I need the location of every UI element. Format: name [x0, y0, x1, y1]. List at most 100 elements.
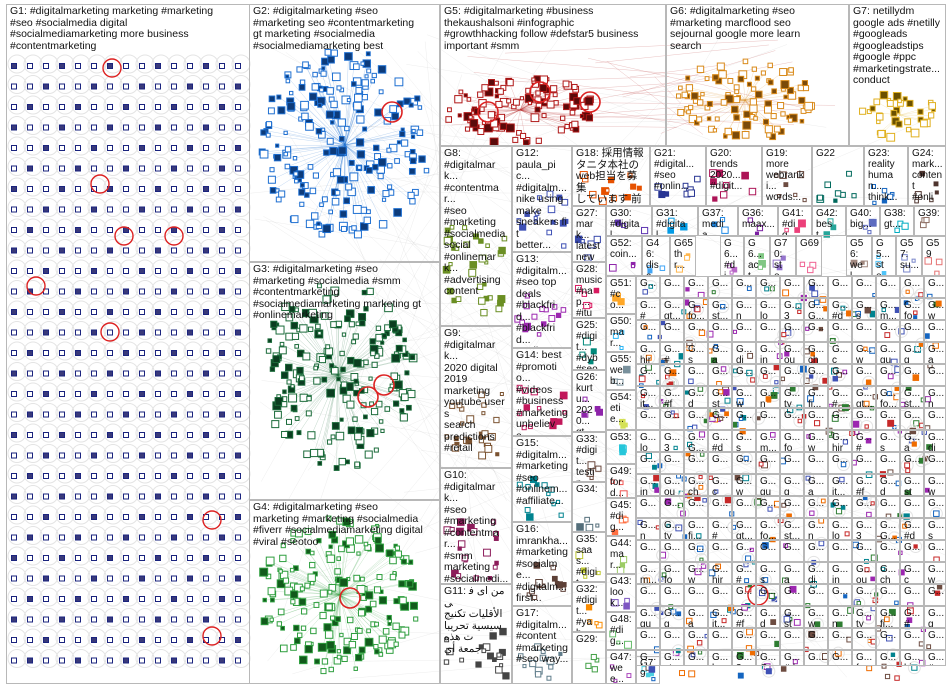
small-group-pane: G... [876, 276, 900, 298]
group-label-g61: G6... #di... [724, 238, 738, 275]
self-loop [135, 95, 155, 115]
small-group-pane: G... [924, 276, 946, 298]
node [11, 268, 17, 274]
group-pane-g54: G54: etie... [606, 390, 636, 430]
small-group-label: G... [760, 586, 777, 597]
small-group-label: G... #di... [712, 432, 729, 452]
edge [349, 43, 702, 329]
small-group-label: G... [664, 410, 681, 421]
self-loop [55, 75, 75, 94]
node [155, 63, 161, 69]
node [235, 227, 241, 233]
node [59, 329, 65, 336]
edge [264, 594, 341, 622]
node [187, 186, 193, 192]
node [59, 227, 65, 233]
node [91, 329, 97, 336]
edge [337, 323, 340, 376]
small-group-label: G... #s... [736, 564, 753, 584]
self-loop [39, 75, 59, 94]
node [43, 329, 49, 336]
node [123, 288, 129, 295]
small-group-label: G... inf... [640, 476, 657, 496]
self-loop [215, 136, 235, 156]
small-group-label: G... dig... [808, 564, 825, 584]
node [187, 227, 193, 233]
small-group-label: G... m... [880, 300, 897, 320]
group-pane-g53: G53: [606, 430, 636, 464]
node [75, 186, 81, 192]
small-group-label: G... #fi... [856, 476, 873, 496]
edge [299, 374, 339, 379]
small-group-label: G... [832, 498, 849, 509]
self-loop [39, 157, 59, 176]
small-group-label: G... out... [664, 476, 681, 496]
node [219, 124, 225, 131]
group-label-g2: G2: #digitalmarketing #seo #marketing se… [253, 5, 415, 52]
self-loop [151, 157, 171, 176]
small-group-pane: G... [660, 320, 684, 342]
small-group-pane: G... [828, 540, 852, 562]
small-group-label: G... gt... [856, 388, 873, 408]
group-pane-g50: G50: mar... [606, 314, 636, 352]
self-loop [7, 177, 27, 197]
edge [587, 57, 802, 108]
small-group-pane: G... [732, 408, 756, 430]
small-group-pane: G... lov... [828, 518, 852, 540]
node [884, 673, 891, 680]
node [765, 668, 772, 675]
self-loop [135, 75, 155, 94]
small-group-pane: G... wa... [924, 298, 946, 320]
small-group-label: G... [808, 630, 825, 641]
edge [504, 39, 778, 54]
small-group-label: G... sp... [880, 432, 897, 452]
group-label-g55: G55: web... [610, 354, 632, 387]
node [27, 309, 33, 315]
node [107, 145, 113, 151]
small-group-pane: G... [924, 452, 946, 474]
group-pane-g33: G33: #digit... testin... [572, 432, 606, 482]
node [235, 63, 241, 69]
group-label-g6: G6: #digitalmarketing #seo #marketing ma… [670, 5, 801, 52]
group-pane-g23: G23: reality human... think... [864, 146, 908, 206]
small-group-label: G... [808, 586, 825, 597]
self-loop [55, 198, 75, 217]
self-loop [119, 321, 139, 340]
small-group-label: G... ap... [808, 476, 825, 496]
small-group-pane: G... [876, 584, 900, 606]
edge [899, 114, 921, 120]
self-loop [231, 198, 251, 217]
self-loop [39, 362, 59, 381]
small-group-pane: G... [708, 628, 732, 650]
self-loop [119, 341, 139, 361]
small-group-pane: G... inf... [828, 562, 852, 584]
group-pane-g18: G18: 採用情報 タニタ本社の web担当を募集 しています 前回... [572, 146, 650, 206]
edge [344, 128, 365, 146]
small-group-pane: G... ap... [684, 606, 708, 628]
small-group-label: G... [736, 498, 753, 509]
small-group-label: G... [760, 454, 777, 465]
self-loop [87, 177, 107, 197]
edge [325, 153, 707, 552]
group-pane-g4: G4: #digitalmarketing #seo marketing #ma… [249, 500, 440, 684]
small-group-label: G... m... [640, 564, 657, 584]
self-loop [151, 280, 171, 299]
small-group-pane: G... [900, 276, 924, 298]
self-loop [151, 239, 171, 258]
self-loop [199, 95, 219, 115]
edge [250, 167, 509, 194]
node [139, 165, 145, 172]
small-group-pane: G... chr... [804, 342, 828, 364]
edge [629, 64, 727, 78]
edge [344, 100, 350, 146]
node [11, 145, 17, 151]
edge [271, 564, 502, 614]
small-group-label: G... #di... [832, 300, 849, 320]
small-group-pane: G... co... [828, 342, 852, 364]
small-group-pane: G... ad... [708, 342, 732, 364]
edge [339, 594, 403, 636]
self-loop [119, 259, 139, 279]
group-pane-g63: G65 thr... [670, 236, 696, 276]
group-pane-g15: G15: #digitalm... #marketing #seo #onlin… [512, 436, 572, 522]
